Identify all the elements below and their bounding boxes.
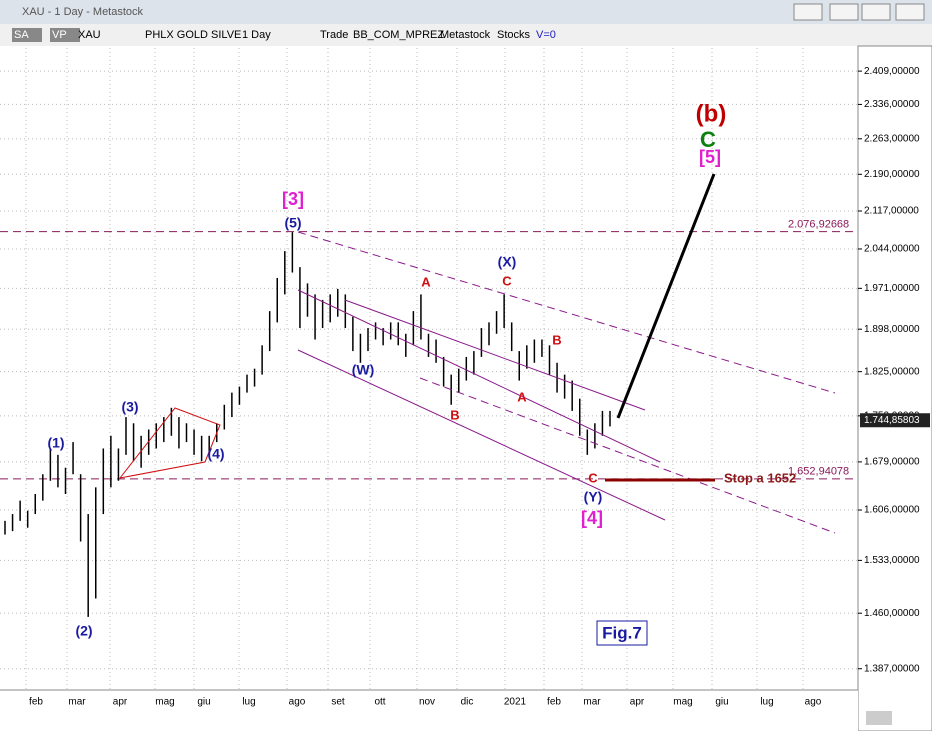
x-tick-label: mar	[68, 697, 86, 708]
wave-label: (W)	[352, 362, 375, 378]
wave-label: B	[552, 332, 561, 347]
wave-label: (4)	[207, 446, 224, 462]
wave-label: C	[502, 273, 512, 288]
plot-area	[0, 46, 858, 690]
chart: 1.387,00000 1.460,00000 1.533,00000 1.606,0…	[0, 48, 930, 708]
wave-label: A	[517, 389, 527, 404]
toolbar-item: Metastock	[440, 29, 491, 41]
y-tick-label: 1.606,00000	[864, 505, 920, 516]
x-tick-label: giu	[715, 697, 728, 708]
x-tick-label: lug	[760, 697, 773, 708]
y-tick-label: 1.898,00000	[864, 324, 920, 335]
y-tick-label: 1.679,00000	[864, 457, 920, 468]
toolbar-item: Trade	[320, 29, 348, 41]
projection	[616, 173, 716, 419]
x-tick-label: lug	[242, 697, 255, 708]
wave-label: [4]	[581, 508, 603, 528]
maximize[interactable]	[861, 3, 891, 21]
wave-label: (5)	[284, 215, 301, 231]
toolbar-item: V=0	[536, 29, 556, 41]
toolbar-button[interactable]	[50, 28, 80, 42]
price-tag	[860, 413, 930, 428]
x-tick-label: mag	[673, 697, 692, 708]
toolbar-button[interactable]	[12, 28, 42, 42]
x-tick-label: ott	[374, 697, 385, 708]
channels	[297, 231, 836, 534]
axis-panel	[857, 45, 932, 732]
title-bar	[0, 0, 932, 24]
y-tick-label: 1.387,00000	[864, 663, 920, 674]
y-tick-label: 2.190,00000	[864, 169, 920, 180]
y-tick-label: 2.044,00000	[864, 244, 920, 255]
wave-label: [3]	[282, 189, 304, 209]
toolbar-item: XAU	[78, 29, 101, 41]
wave-label: [5]	[699, 147, 721, 167]
toolbar-item: PHLX GOLD SILVE	[145, 29, 241, 41]
price-tag-label: 1.744,85803	[864, 415, 920, 426]
x-tick-label: 2021	[504, 697, 527, 708]
toolbar-item: 1 Day	[242, 29, 271, 41]
x-axis-panel	[0, 690, 858, 731]
y-tick-label: 1.971,00000	[864, 283, 920, 294]
wave-label: A	[421, 274, 431, 289]
x-tick-label: apr	[630, 697, 645, 708]
y-tick-label: 1.825,00000	[864, 366, 920, 377]
wave-label: (Y)	[584, 489, 603, 505]
x-tick-label: set	[331, 697, 345, 708]
close[interactable]	[895, 3, 925, 21]
stop-label: Stop a 1652	[724, 470, 796, 485]
button[interactable]	[793, 3, 823, 21]
wave-label: C	[588, 470, 598, 485]
y-tick-label: 2.409,00000	[864, 66, 920, 77]
x-tick-label: dic	[461, 697, 474, 708]
scrollbar[interactable]	[866, 711, 892, 725]
fig-label: Fig.7	[602, 623, 642, 642]
x-tick-label: ago	[805, 697, 822, 708]
y-tick-label: 2.263,00000	[864, 133, 920, 144]
x-tick-label: nov	[419, 697, 435, 708]
level-label: 2.076,92668	[788, 219, 849, 231]
toolbar	[0, 24, 932, 46]
x-tick-label: apr	[113, 697, 128, 708]
window-title: XAU - 1 Day - Metastock	[22, 6, 144, 18]
y-tick-label: 1.460,00000	[864, 608, 920, 619]
triangle	[118, 407, 221, 479]
wave-label: (X)	[498, 254, 517, 270]
level-label: 1.652,94078	[788, 466, 849, 478]
x-tick-label: mag	[155, 697, 174, 708]
y-tick-label: 2.336,00000	[864, 99, 920, 110]
wave-label: (2)	[75, 623, 92, 639]
y-tick-label: 1.533,00000	[864, 555, 920, 566]
x-tick-label: giu	[197, 697, 210, 708]
toolbar-item: BB_COM_MPREZ	[353, 29, 444, 41]
toolbar-item: SA	[14, 29, 29, 41]
x-tick-label: mar	[583, 697, 601, 708]
wave-label: B	[450, 407, 459, 422]
toolbar-item: Stocks	[497, 29, 531, 41]
wave-label: C	[700, 127, 716, 152]
wave-label: (3)	[121, 399, 138, 415]
toolbar-item: VP	[52, 29, 67, 41]
x-tick-label: ago	[289, 697, 306, 708]
fig-box	[596, 620, 648, 646]
wave-label: (1)	[47, 435, 64, 451]
wave-label: (b)	[696, 100, 727, 127]
y-tick-label: 2.117,00000	[864, 206, 919, 217]
x-tick-label: feb	[547, 697, 561, 708]
minimize[interactable]	[829, 3, 859, 21]
x-tick-label: feb	[29, 697, 43, 708]
